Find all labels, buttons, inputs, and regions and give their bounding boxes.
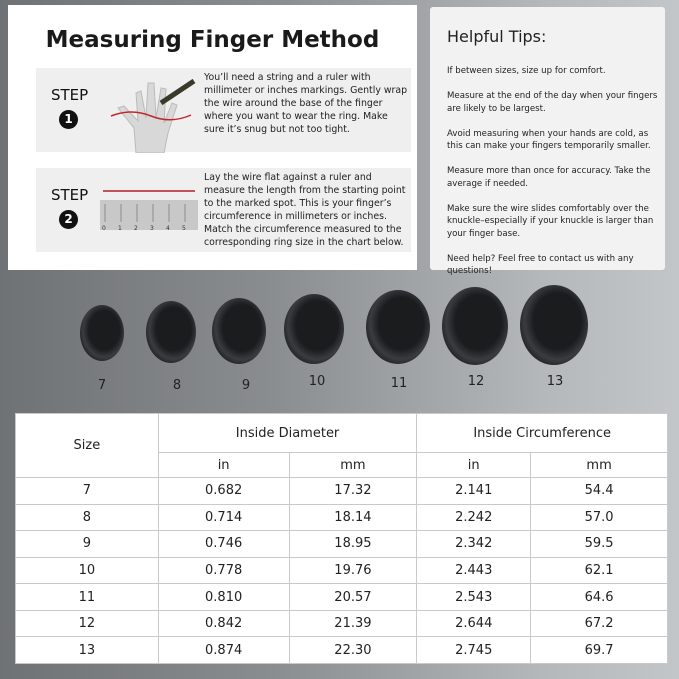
ring-image	[284, 294, 344, 364]
table-cell: 69.7	[530, 636, 668, 664]
ruler-label: 2	[134, 225, 138, 232]
unit-header: mm	[530, 452, 668, 478]
table-cell: 2.443	[416, 556, 532, 585]
ring-size-label: 9	[241, 378, 251, 393]
table-cell: 9	[15, 530, 159, 558]
table-row: 8 0.714 18.14 2.242 57.0	[15, 503, 668, 532]
table-cell: 59.5	[530, 530, 668, 558]
tip: Measure at the end of the day when your …	[447, 91, 658, 114]
ring-size-label: 7	[97, 378, 107, 393]
unit-header: in	[416, 452, 532, 478]
table-cell: 2.242	[416, 503, 532, 532]
table-cell: 0.874	[157, 636, 290, 664]
tip: Measure more than once for accuracy. Tak…	[447, 166, 651, 189]
helpful-tips-card: Helpful Tips: If between sizes, size up …	[430, 7, 665, 276]
tip: Avoid measuring when your hands are cold…	[447, 128, 651, 152]
ring-image	[212, 298, 266, 364]
table-row: 10 0.778 19.76 2.443 62.1	[15, 556, 668, 585]
ring-size-label: 10	[308, 374, 326, 389]
table-cell: 0.778	[157, 556, 290, 585]
ring-size-label: 11	[390, 376, 408, 391]
step-1: STEP 1 You’ll need a string and a ruler …	[36, 68, 411, 153]
table-cell: 64.6	[530, 583, 668, 611]
unit-header: mm	[288, 452, 418, 478]
tips-list: If between sizes, size up for comfort. M…	[447, 65, 662, 290]
tip: Make sure the wire slides comfortably ov…	[447, 203, 654, 239]
table-cell: 18.14	[288, 503, 418, 532]
method-title: Measuring Finger Method	[45, 27, 380, 53]
ruler-label: 0	[102, 225, 106, 232]
table-cell: 0.714	[157, 503, 290, 532]
table-cell: 2.342	[416, 530, 532, 558]
ring-image	[520, 285, 588, 365]
ring-size-label: 8	[172, 378, 182, 393]
ruler-label: 4	[166, 225, 170, 232]
ring-image	[80, 305, 124, 361]
table-cell: 57.0	[530, 503, 668, 532]
table-cell: 10	[15, 556, 159, 585]
diameter-header: Inside Diameter	[157, 413, 418, 453]
table-cell: 0.810	[157, 583, 290, 611]
table-cell: 18.95	[288, 530, 418, 558]
table-cell: 19.76	[288, 556, 418, 585]
table-cell: 12	[15, 609, 159, 638]
table-cell: 2.745	[416, 636, 532, 664]
ruler-label: 3	[150, 225, 154, 232]
table-cell: 2.141	[416, 477, 532, 505]
measuring-method-card: Measuring Finger Method STEP 1 You’ll ne…	[8, 5, 417, 270]
size-header: Size	[15, 413, 159, 478]
table-cell: 0.842	[157, 609, 290, 638]
step-label: STEP	[51, 86, 89, 104]
ring-image	[442, 287, 508, 365]
table-cell: 11	[15, 583, 159, 611]
ruler-illustration	[100, 190, 198, 230]
ring-size-label: 12	[467, 374, 485, 389]
ring-image	[146, 301, 196, 363]
table-cell: 67.2	[530, 609, 668, 638]
table-row: 11 0.810 20.57 2.543 64.6	[15, 583, 668, 611]
table-cell: 7	[15, 477, 159, 505]
tips-title: Helpful Tips:	[447, 27, 547, 46]
step-number: 2	[59, 210, 78, 229]
table-cell: 2.543	[416, 583, 532, 611]
table-cell: 2.644	[416, 609, 532, 638]
ring-size-label: 13	[546, 374, 564, 389]
table-cell: 62.1	[530, 556, 668, 585]
tip: Need help? Feel free to contact us with …	[447, 253, 634, 277]
hand-illustration	[110, 78, 196, 153]
step-2-text: Lay the wire flat against a ruler and me…	[204, 172, 406, 248]
size-chart-table: Size Inside Diameter Inside Circumferenc…	[15, 413, 668, 664]
step-number: 1	[59, 110, 78, 129]
step-label: STEP	[51, 186, 89, 204]
ruler-label: 5	[182, 225, 186, 232]
step-1-text: You’ll need a string and a ruler with mi…	[204, 72, 408, 135]
circumference-header: Inside Circumference	[416, 413, 668, 453]
table-cell: 8	[15, 503, 159, 532]
table-cell: 13	[15, 636, 159, 664]
ruler-label: 1	[118, 225, 122, 232]
table-cell: 54.4	[530, 477, 668, 505]
ring-image	[366, 290, 430, 364]
table-row: 12 0.842 21.39 2.644 67.2	[15, 609, 668, 638]
table-cell: 22.30	[288, 636, 418, 664]
table-cell: 0.746	[157, 530, 290, 558]
table-cell: 17.32	[288, 477, 418, 505]
table-cell: 20.57	[288, 583, 418, 611]
unit-header: in	[157, 452, 290, 478]
tip: If between sizes, size up for comfort.	[447, 66, 606, 76]
table-row: 9 0.746 18.95 2.342 59.5	[15, 530, 668, 558]
ruler-labels: 0 1 2 3 4 5	[102, 225, 202, 232]
step-2: STEP 2 0 1 2 3 4 5 Lay the wire flat aga…	[36, 168, 411, 252]
table-cell: 0.682	[157, 477, 290, 505]
table-cell: 21.39	[288, 609, 418, 638]
table-row: 7 0.682 17.32 2.141 54.4	[15, 477, 668, 505]
table-row: 13 0.874 22.30 2.745 69.7	[15, 636, 668, 664]
